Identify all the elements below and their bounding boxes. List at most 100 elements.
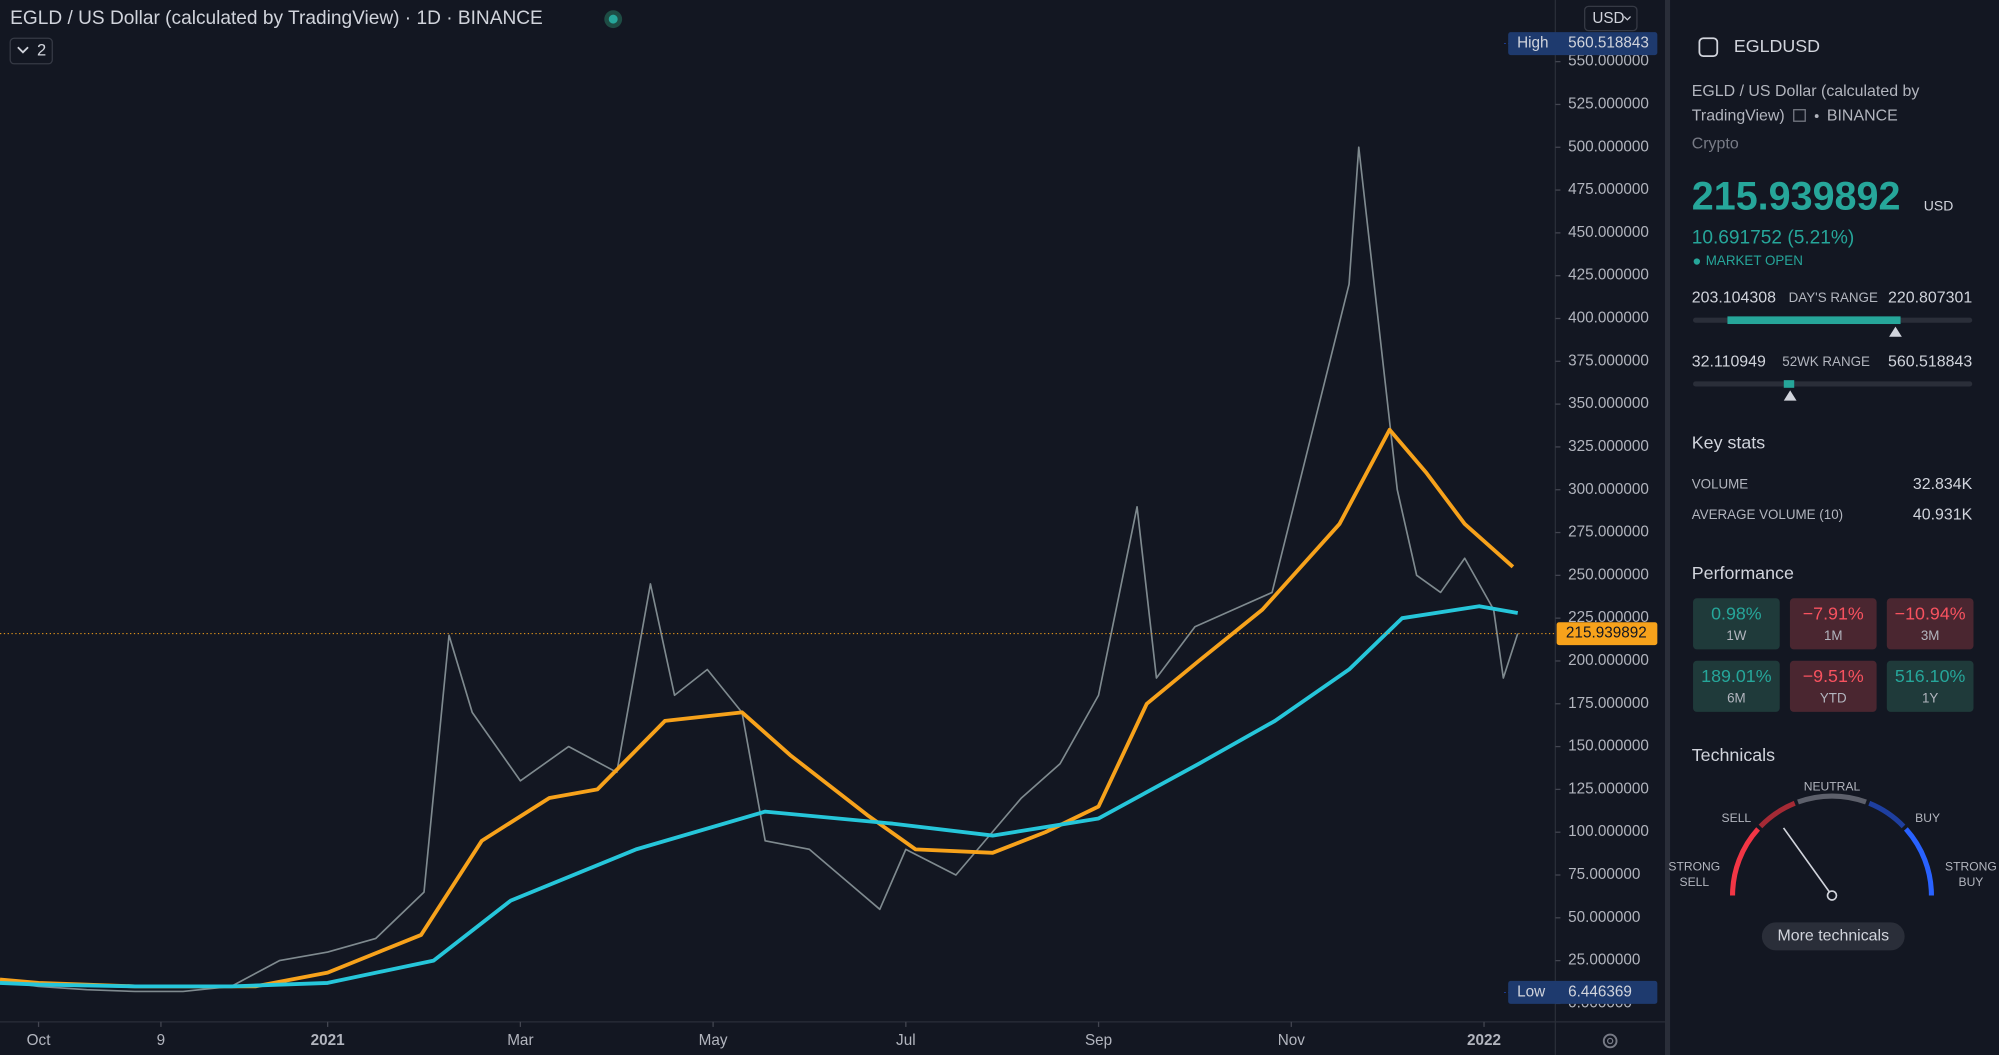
stat-label: AVERAGE VOLUME (10) [1692, 507, 1843, 522]
range-label: DAY'S RANGE [1789, 290, 1878, 305]
indicator-toggle[interactable] [9, 37, 53, 65]
y-tick-label: 350.000000 [1568, 395, 1649, 412]
price-change: 10.691752 (5.21%) [1692, 228, 1855, 249]
stat-label: VOLUME [1692, 476, 1749, 491]
x-tick-label: Oct [27, 1032, 52, 1049]
separator-dot [1814, 114, 1819, 119]
y-tick-label: 100.000000 [1568, 823, 1649, 840]
price-line [0, 146, 1519, 993]
axes: 0.00000025.00000050.00000075.000000100.0… [27, 32, 1658, 1049]
performance-tile[interactable] [1789, 598, 1877, 650]
stat-value: 32.834K [1913, 476, 1973, 493]
x-tick-label: 9 [157, 1032, 166, 1049]
last-price-tag [1556, 622, 1658, 646]
gauge-label: STRONG [1945, 860, 1997, 874]
currency-button[interactable] [1584, 5, 1638, 32]
more-technicals-button[interactable] [1761, 922, 1905, 951]
range-fill [1727, 316, 1901, 325]
gauge-arc [1903, 827, 1934, 896]
range-marker [1889, 326, 1902, 337]
performance-tile[interactable] [1886, 660, 1974, 712]
range-high: 560.518843 [1888, 353, 1972, 370]
market-status: MARKET OPEN [1706, 253, 1803, 268]
symbol-name: TradingView) [1692, 107, 1785, 124]
y-tick-label: 75.000000 [1568, 866, 1640, 883]
section-title: Key stats [1692, 433, 1765, 453]
performance-period: 1M [1824, 628, 1843, 643]
x-tick-label: Mar [507, 1032, 533, 1049]
y-tick-label: 325.000000 [1568, 438, 1649, 455]
performance-tile[interactable] [1693, 660, 1780, 712]
market-dot [1693, 258, 1701, 265]
performance-value: 189.01% [1701, 666, 1772, 686]
performance-value: −9.51% [1803, 666, 1864, 686]
y-tick-label: 150.000000 [1568, 738, 1649, 755]
range-label: 52WK RANGE [1782, 354, 1870, 369]
performance-tile[interactable] [1789, 660, 1877, 712]
gauge-label: SELL [1679, 875, 1709, 889]
y-tick-label: 375.000000 [1568, 352, 1649, 369]
gauge-label: BUY [1959, 875, 1984, 889]
performance-period: YTD [1820, 691, 1847, 706]
y-tick-label: 225.000000 [1568, 609, 1649, 626]
y-tick-label: 475.000000 [1568, 181, 1649, 198]
y-tick-label: 400.000000 [1568, 310, 1649, 327]
exchange: BINANCE [1827, 107, 1898, 124]
gauge-needle [1782, 827, 1833, 897]
y-tick-label: 50.000000 [1568, 909, 1640, 926]
range-low: 32.110949 [1692, 353, 1766, 370]
performance-period: 1W [1726, 628, 1746, 643]
performance-period: 1Y [1922, 691, 1938, 706]
section-title: Performance [1692, 563, 1794, 583]
performance-value: −7.91% [1803, 604, 1864, 624]
y-tick-label: 250.000000 [1568, 566, 1649, 583]
settings-icon[interactable] [1602, 1033, 1618, 1049]
range-marker [1783, 390, 1797, 401]
performance-period: 6M [1727, 691, 1746, 706]
section-title: Technicals [1692, 745, 1775, 765]
currency-label: USD [1592, 10, 1624, 27]
last-price-label: 215.939892 [1566, 625, 1647, 642]
y-tick-label: 500.000000 [1568, 138, 1649, 155]
gauge-label: STRONG [1668, 860, 1720, 874]
y-tick-label: 200.000000 [1568, 652, 1649, 669]
y-tick-label: 25.000000 [1568, 952, 1640, 969]
gauge-arc [1730, 827, 1761, 896]
gauge-label: SELL [1722, 811, 1752, 825]
low-caption: Low [1517, 983, 1546, 1000]
high-tag [1508, 32, 1658, 56]
symbol-name: EGLD / US Dollar (calculated by [1692, 83, 1920, 100]
performance-tile[interactable] [1886, 598, 1974, 650]
range-track [1693, 381, 1973, 387]
divider [1664, 0, 1671, 1055]
price-currency: USD [1924, 197, 1954, 213]
y-tick-label: 175.000000 [1568, 695, 1649, 712]
gauge-arc [1758, 800, 1796, 829]
y-tick-label: 300.000000 [1568, 481, 1649, 498]
gauge-label: NEUTRAL [1804, 779, 1861, 793]
range-low: 203.104308 [1692, 290, 1776, 307]
stat-value: 40.931K [1913, 507, 1973, 524]
y-tick-label: 550.000000 [1568, 53, 1649, 70]
moving-average [0, 604, 1519, 989]
price: 215.939892 [1692, 174, 1901, 218]
chevron [17, 46, 29, 54]
status-dot [608, 14, 618, 24]
chevron [1623, 16, 1632, 21]
gauge-arc [1797, 793, 1867, 805]
low-value: 6.446369 [1568, 983, 1632, 1000]
high-caption: High [1517, 35, 1548, 52]
performance-tile[interactable] [1693, 598, 1780, 650]
gear-hole [1606, 1037, 1614, 1045]
y-tick-label: 425.000000 [1568, 267, 1649, 284]
performance-value: 516.10% [1895, 666, 1966, 686]
external-link-icon [1793, 109, 1806, 122]
y-tick-label: 275.000000 [1568, 524, 1649, 541]
x-tick-label: 2021 [311, 1032, 346, 1049]
gauge-arc [1868, 800, 1906, 829]
indicator-count: 2 [37, 40, 46, 59]
x-tick-label: Sep [1085, 1032, 1112, 1049]
x-tick-label: Jul [896, 1032, 916, 1049]
